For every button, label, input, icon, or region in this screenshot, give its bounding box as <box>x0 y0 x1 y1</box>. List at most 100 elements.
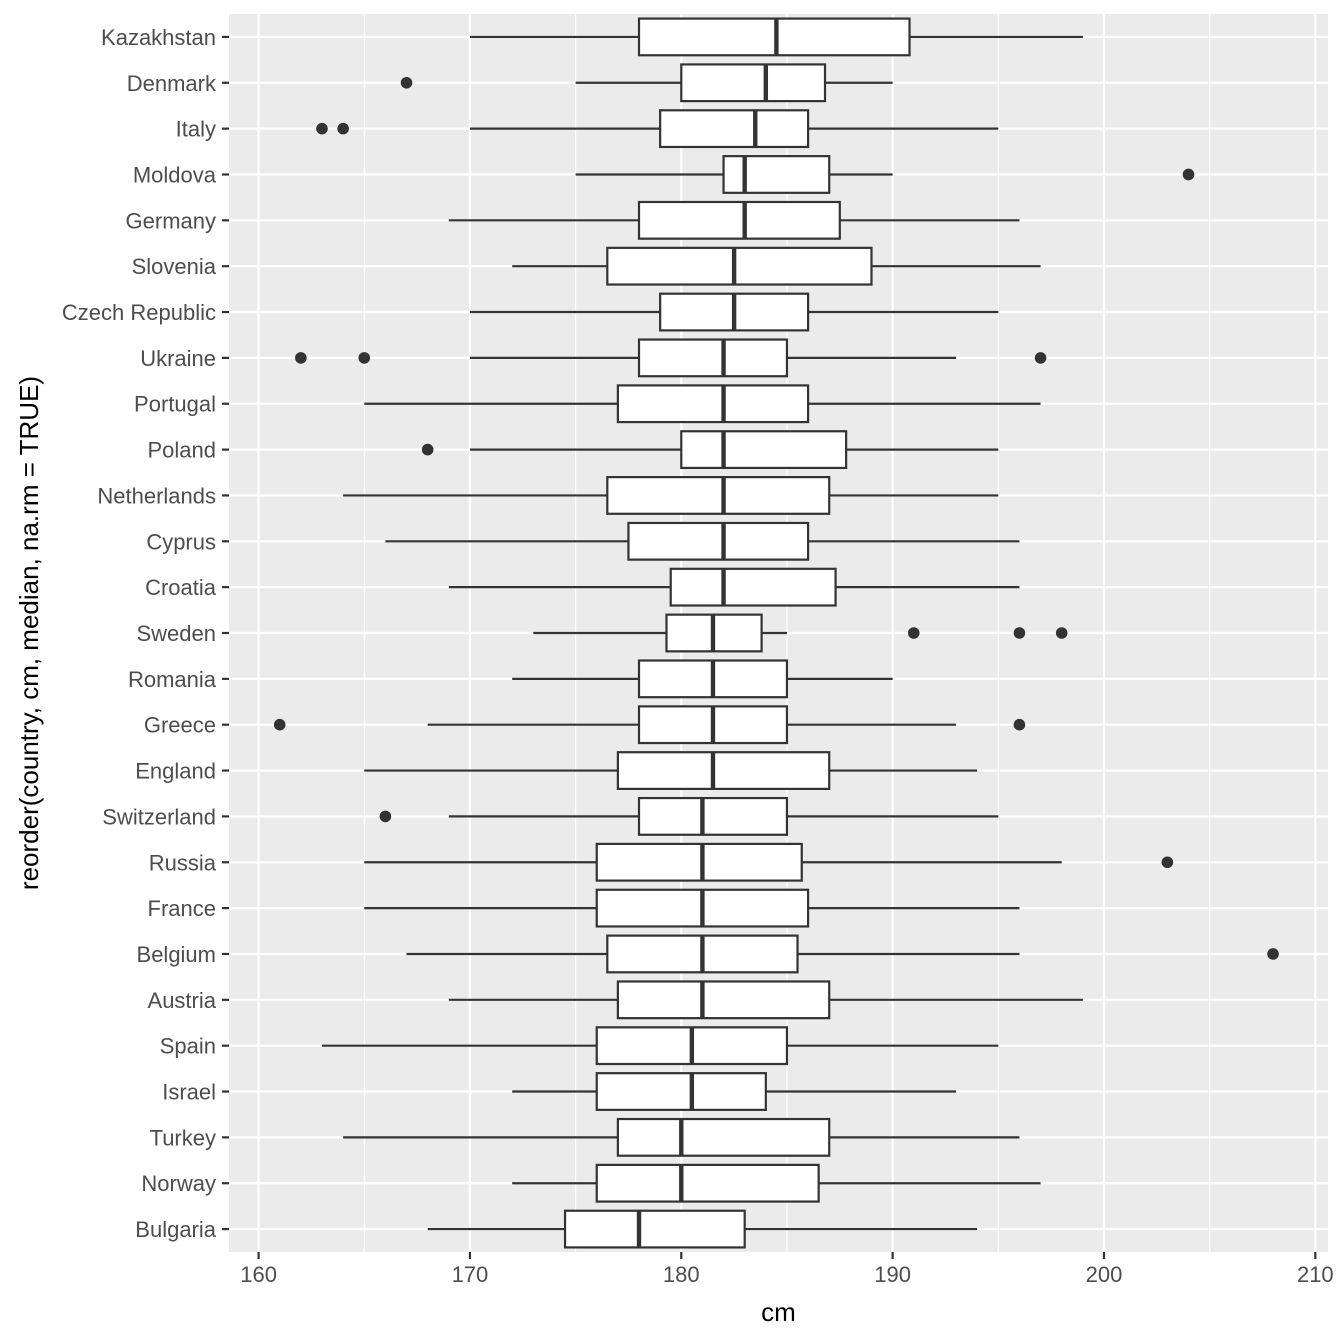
box-switzerland <box>379 796 999 836</box>
y-tick-label: Greece <box>144 713 216 738</box>
box-cyprus <box>385 521 1020 561</box>
x-axis: 160 170 180 190 200 210 <box>240 1252 1334 1287</box>
outlier-point <box>907 627 920 639</box>
box-spain <box>321 1026 999 1066</box>
box-czech-republic <box>469 292 999 332</box>
iqr-box <box>627 521 810 561</box>
iqr-box <box>669 567 837 607</box>
y-tick-label: Ukraine <box>140 346 216 371</box>
iqr-box <box>563 1209 746 1249</box>
x-tick-label: 170 <box>452 1262 489 1287</box>
x-tick-label: 210 <box>1297 1262 1334 1287</box>
outlier-point <box>1013 627 1026 639</box>
box-italy <box>316 109 999 149</box>
iqr-box <box>680 430 848 470</box>
outlier-point <box>273 718 286 731</box>
iqr-box <box>637 338 789 378</box>
outlier-point <box>358 352 371 364</box>
y-tick-label: Cyprus <box>146 529 216 554</box>
outlier-point <box>421 443 434 456</box>
y-tick-label: Germany <box>126 208 216 233</box>
outlier-point <box>1182 168 1195 181</box>
x-tick-label: 160 <box>240 1262 277 1287</box>
box-kazakhstan <box>469 17 1083 57</box>
iqr-box <box>595 1163 820 1203</box>
y-tick-label: France <box>148 896 216 921</box>
y-tick-label: Czech Republic <box>62 300 216 325</box>
box-germany <box>448 200 1020 240</box>
box-poland <box>421 430 999 470</box>
box-belgium <box>406 934 1279 974</box>
outlier-point <box>1161 856 1174 869</box>
box-sweden <box>533 613 1068 653</box>
x-tick-label: 200 <box>1086 1262 1123 1287</box>
iqr-box <box>606 246 873 286</box>
y-tick-label: Russia <box>149 850 217 875</box>
outlier-point <box>295 352 307 364</box>
box-france <box>364 888 1020 928</box>
y-tick-label: Denmark <box>127 71 217 96</box>
box-romania <box>512 659 893 699</box>
box-england <box>364 751 978 790</box>
y-tick-label: Italy <box>176 117 216 142</box>
box-croatia <box>448 567 1020 607</box>
y-tick-label: Bulgaria <box>135 1217 216 1242</box>
outlier-point <box>1013 718 1026 731</box>
iqr-box <box>680 63 827 103</box>
box-austria <box>448 980 1083 1020</box>
y-tick-label: Croatia <box>145 575 217 600</box>
outlier-point <box>1267 948 1279 960</box>
y-tick-label: Switzerland <box>102 804 216 829</box>
y-axis-title: reorder(country, cm, median, na.rm = TRU… <box>14 376 44 890</box>
y-tick-label: Poland <box>147 438 216 463</box>
y-tick-label: Netherlands <box>97 483 216 508</box>
y-tick-label: Portugal <box>134 392 216 417</box>
outlier-point <box>400 76 413 89</box>
box-denmark <box>400 63 893 103</box>
y-tick-label: Kazakhstan <box>101 25 216 50</box>
y-tick-label: Turkey <box>150 1125 216 1150</box>
box-slovenia <box>512 246 1041 286</box>
box-moldova <box>575 155 1195 194</box>
outlier-point <box>316 122 328 135</box>
outlier-point <box>379 810 392 823</box>
iqr-box <box>595 842 803 882</box>
y-tick-label: Romania <box>128 667 217 692</box>
y-tick-label: Moldova <box>133 162 217 187</box>
box-greece <box>273 705 1026 745</box>
iqr-box <box>637 200 841 240</box>
outlier-point <box>1055 627 1068 639</box>
y-axis: Kazakhstan Denmark Italy Moldova Germany Slov… <box>62 25 229 1242</box>
iqr-box <box>595 1072 767 1111</box>
outlier-point <box>1034 352 1047 364</box>
iqr-box <box>616 384 810 424</box>
iqr-box <box>637 796 789 836</box>
iqr-box <box>722 155 831 194</box>
y-tick-label: Slovenia <box>132 254 217 279</box>
box-israel <box>512 1072 957 1111</box>
iqr-box <box>659 109 810 149</box>
x-tick-label: 180 <box>663 1262 700 1287</box>
boxes <box>273 17 1279 1249</box>
x-tick-label: 190 <box>874 1262 911 1287</box>
y-tick-label: Israel <box>162 1080 216 1105</box>
box-turkey <box>343 1117 1020 1157</box>
iqr-box <box>606 476 831 515</box>
box-bulgaria <box>427 1209 978 1249</box>
y-tick-label: Spain <box>160 1034 216 1059</box>
x-axis-title: cm <box>761 1297 796 1327</box>
iqr-box <box>616 980 831 1020</box>
y-tick-label: England <box>135 759 216 784</box>
y-tick-label: Sweden <box>136 621 216 646</box>
y-tick-label: Belgium <box>137 942 216 967</box>
box-russia <box>364 842 1174 882</box>
box-ukraine <box>295 338 1047 378</box>
iqr-box <box>616 751 831 790</box>
box-netherlands <box>343 476 999 515</box>
y-tick-label: Norway <box>141 1171 216 1196</box>
iqr-box <box>616 1117 831 1157</box>
box-norway <box>512 1163 1041 1203</box>
y-tick-label: Austria <box>148 988 217 1013</box>
